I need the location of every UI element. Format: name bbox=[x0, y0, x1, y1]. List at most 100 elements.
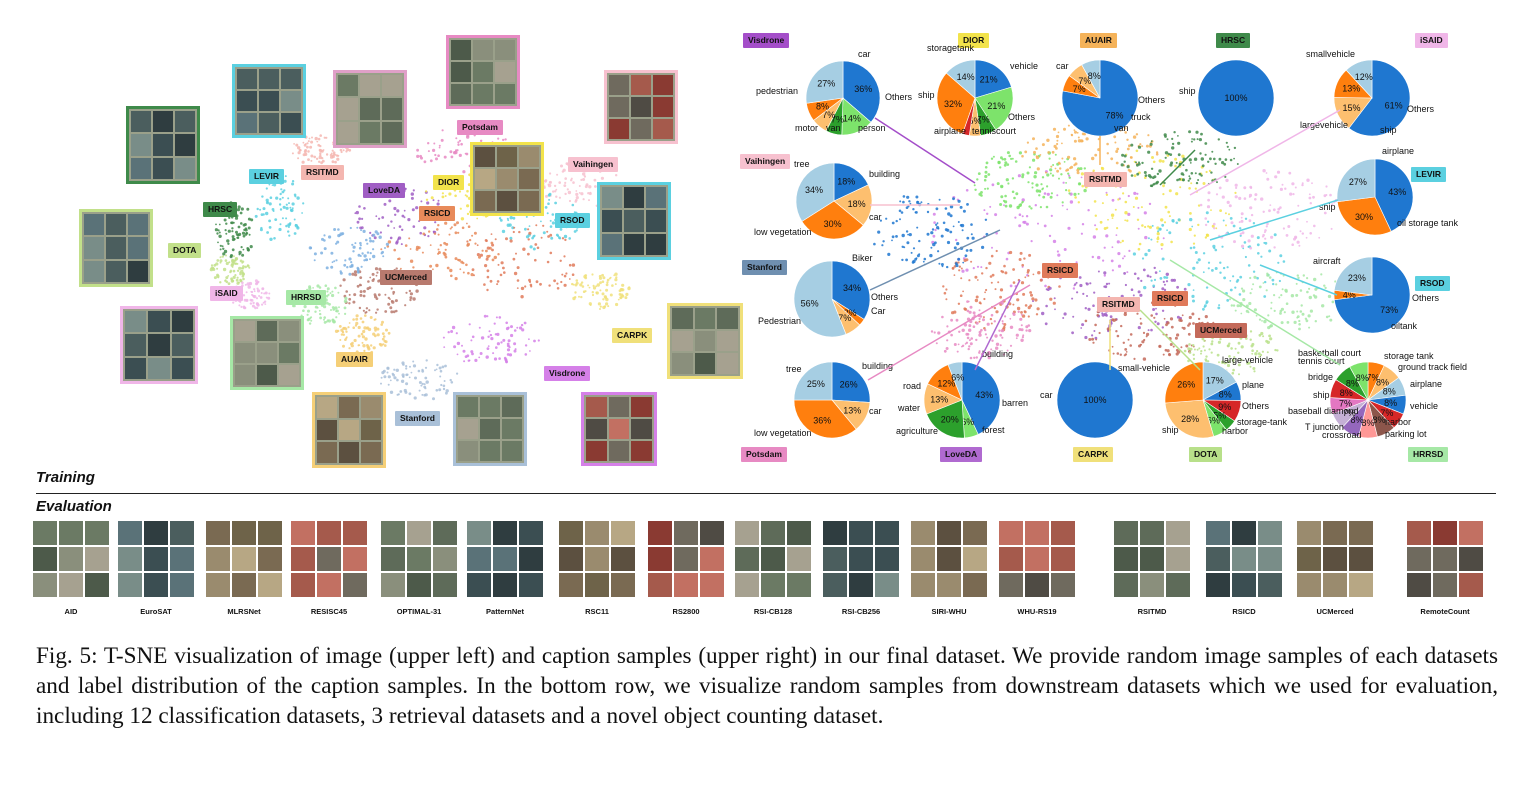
scatter-point bbox=[533, 339, 536, 343]
scatter-point bbox=[409, 296, 413, 300]
scatter-point bbox=[1032, 300, 1034, 303]
eval-dataset-name: SIRI-WHU bbox=[931, 607, 967, 616]
scatter-point bbox=[388, 199, 392, 203]
scatter-point bbox=[508, 346, 511, 349]
scatter-point bbox=[516, 287, 519, 289]
scatter-point bbox=[579, 283, 583, 287]
scatter-point bbox=[1161, 160, 1165, 163]
eval-grid-eurosat bbox=[118, 521, 194, 597]
scatter-point bbox=[1116, 240, 1120, 244]
scatter-point bbox=[1162, 237, 1165, 240]
scatter-point bbox=[362, 329, 366, 334]
scatter-point bbox=[588, 185, 592, 189]
scatter-point bbox=[1247, 264, 1251, 267]
scatter-point bbox=[231, 230, 234, 233]
scatter-point bbox=[507, 219, 510, 222]
scatter-point bbox=[427, 150, 430, 153]
scatter-point bbox=[1122, 192, 1125, 195]
scatter-point bbox=[310, 154, 314, 158]
scatter-point bbox=[1016, 298, 1020, 302]
scatter-point bbox=[376, 271, 379, 274]
scatter-point bbox=[287, 230, 290, 233]
scatter-point bbox=[414, 376, 417, 380]
scatter-point bbox=[1111, 198, 1115, 202]
scatter-point bbox=[344, 326, 346, 329]
scatter-point bbox=[1174, 157, 1178, 161]
scatter-point bbox=[361, 252, 364, 255]
scatter-point bbox=[490, 233, 493, 236]
scatter-point bbox=[421, 393, 424, 396]
scatter-point bbox=[449, 378, 452, 382]
scatter-point bbox=[1177, 218, 1181, 222]
scatter-point bbox=[1268, 249, 1272, 253]
scatter-point bbox=[221, 245, 224, 248]
figure-caption: Fig. 5: T-SNE visualization of image (up… bbox=[36, 643, 1498, 729]
sample-thumbnail bbox=[59, 547, 83, 571]
scatter-point bbox=[1168, 189, 1172, 193]
scatter-point bbox=[238, 281, 240, 284]
scatter-point bbox=[591, 273, 594, 276]
scatter-point bbox=[609, 276, 612, 279]
scatter-point bbox=[1121, 239, 1124, 243]
scatter-point bbox=[1196, 261, 1199, 264]
scatter-point bbox=[1124, 219, 1127, 222]
scatter-point bbox=[1215, 227, 1218, 230]
scatter-point bbox=[421, 368, 424, 372]
scatter-point bbox=[268, 226, 272, 229]
scatter-point bbox=[329, 153, 333, 157]
scatter-point bbox=[373, 236, 377, 240]
scatter-point bbox=[478, 356, 481, 359]
scatter-point bbox=[355, 314, 359, 318]
scatter-point bbox=[349, 226, 352, 230]
scatter-point bbox=[621, 283, 625, 287]
eval-grid-aid bbox=[33, 521, 109, 597]
scatter-point bbox=[257, 280, 260, 283]
scatter-point bbox=[354, 242, 357, 245]
scatter-point bbox=[330, 251, 334, 255]
scatter-point bbox=[1057, 253, 1061, 257]
scatter-point bbox=[454, 194, 457, 198]
scatter-point bbox=[1232, 224, 1236, 228]
scatter-point bbox=[213, 276, 217, 280]
scatter-point bbox=[229, 269, 233, 273]
scatter-point bbox=[354, 212, 357, 215]
scatter-point bbox=[1244, 217, 1248, 220]
scatter-point bbox=[545, 194, 548, 198]
scatter-point bbox=[605, 283, 609, 287]
scatter-point bbox=[1069, 200, 1074, 204]
scatter-point bbox=[1263, 295, 1267, 298]
eval-grid-rsicd bbox=[1206, 521, 1282, 597]
scatter-point bbox=[436, 363, 439, 367]
scatter-point bbox=[429, 264, 433, 268]
scatter-point bbox=[386, 371, 389, 374]
scatter-point bbox=[369, 252, 372, 255]
sample-thumbnail bbox=[1258, 521, 1282, 545]
scatter-point bbox=[420, 156, 423, 160]
scatter-point bbox=[595, 285, 598, 288]
scatter-point bbox=[943, 291, 947, 295]
scatter-point bbox=[249, 302, 253, 305]
scatter-point bbox=[1111, 269, 1114, 272]
scatter-point bbox=[495, 316, 498, 319]
scatter-point bbox=[421, 251, 424, 254]
scatter-point bbox=[266, 231, 269, 234]
scatter-point bbox=[1236, 278, 1240, 282]
sample-thumbnail bbox=[1459, 521, 1483, 545]
image-cluster bbox=[334, 314, 391, 356]
scatter-point bbox=[506, 353, 510, 356]
scatter-point bbox=[1080, 176, 1083, 179]
scatter-point bbox=[381, 337, 385, 341]
scatter-point bbox=[592, 284, 595, 287]
scatter-point bbox=[444, 255, 448, 259]
image-cluster bbox=[571, 272, 631, 310]
scatter-point bbox=[423, 393, 427, 397]
scatter-point bbox=[1093, 330, 1096, 332]
scatter-point bbox=[313, 259, 316, 262]
scatter-point bbox=[568, 237, 571, 240]
scatter-point bbox=[1156, 240, 1159, 243]
scatter-point bbox=[495, 346, 498, 349]
scatter-point bbox=[389, 298, 391, 300]
scatter-point bbox=[373, 326, 378, 330]
scatter-point bbox=[618, 289, 622, 293]
scatter-point bbox=[995, 310, 999, 314]
